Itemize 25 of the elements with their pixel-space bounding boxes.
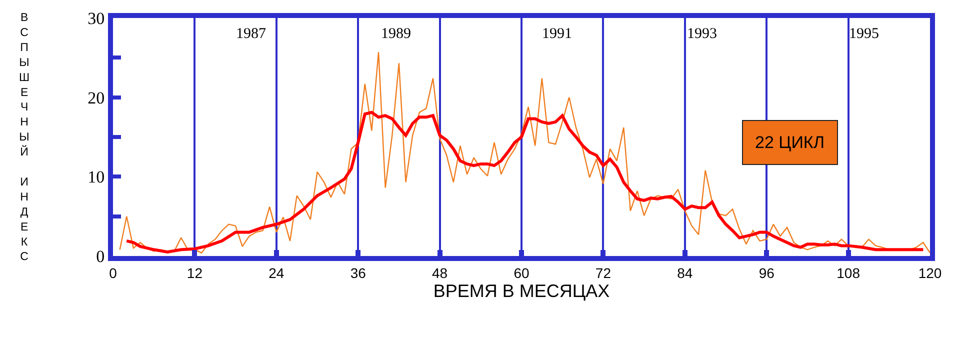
x-tick-label: 12 [186, 264, 203, 281]
y-tick-label: 20 [88, 88, 105, 108]
y-tick-label: 10 [88, 168, 105, 187]
x-tick-label: 60 [514, 264, 530, 281]
x-tick-label: 72 [595, 264, 612, 281]
x-tick-label: 108 [836, 264, 860, 281]
y-tick-label: 30 [88, 8, 105, 28]
x-tick-label: 96 [758, 264, 775, 281]
y-tick-label: 0 [96, 246, 105, 266]
x-axis-title: ВРЕМЯ В МЕСЯЦАХ [433, 280, 610, 301]
x-tick-label: 0 [109, 264, 118, 281]
line-series [119, 52, 930, 254]
x-tick-label: 36 [350, 264, 366, 281]
x-tick-label: 48 [432, 264, 448, 281]
annotation: 1993 [687, 26, 717, 42]
annotation: 1989 [381, 26, 411, 42]
annotation: 1987 [236, 26, 266, 42]
annotation: 22 ЦИКЛ [755, 133, 824, 152]
x-tick-label: 24 [268, 264, 284, 281]
annotation: 1991 [542, 26, 572, 42]
line-series [125, 110, 925, 254]
annotation: 1995 [849, 26, 879, 42]
x-tick-label: 84 [677, 264, 693, 281]
x-tick-label: 120 [918, 264, 942, 281]
text: ВСПЫШЕЧНЫЙ ИНДЕКС [19, 12, 30, 264]
